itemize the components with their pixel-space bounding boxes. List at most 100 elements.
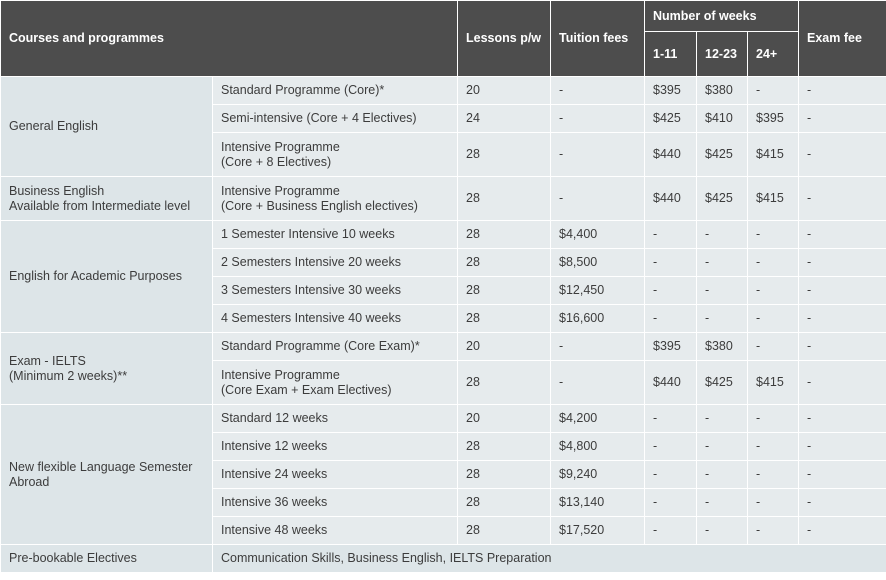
weeks-1-cell: -: [644, 488, 698, 517]
programme-cell: Intensive 48 weeks: [211, 516, 459, 545]
programme-cell: Intensive Programme (Core + Business Engl…: [211, 176, 459, 221]
weeks-1-cell: -: [644, 276, 698, 305]
course-group-name: New flexible Language Semester Abroad: [0, 404, 213, 545]
header-lessons: Lessons p/w: [457, 0, 552, 77]
weeks-1-cell: $440: [644, 360, 698, 405]
tuition-cell: $17,520: [550, 516, 646, 545]
lessons-cell: 28: [457, 176, 552, 221]
weeks-3-cell: -: [747, 516, 800, 545]
weeks-1-cell: $425: [644, 104, 698, 133]
table-row: Exam - IELTS (Minimum 2 weeks)** Standard …: [0, 332, 886, 405]
header-courses: Courses and programmes: [0, 0, 459, 77]
programme-cell: Intensive Programme (Core Exam + Exam Ele…: [211, 360, 459, 405]
weeks-2-cell: -: [696, 460, 749, 489]
tuition-cell: -: [550, 76, 646, 105]
exam-fee-cell: -: [798, 220, 886, 249]
weeks-3-cell: -: [747, 332, 800, 361]
tuition-cell: $16,600: [550, 304, 646, 333]
weeks-1-cell: -: [644, 220, 698, 249]
tuition-cell: $4,400: [550, 220, 646, 249]
table-row: Intensive 48 weeks 28 $17,520- - - -: [1, 516, 886, 545]
weeks-2-cell: $410: [696, 104, 749, 133]
exam-fee-cell: -: [798, 404, 886, 433]
header-weeks-1: 1-11: [644, 31, 698, 77]
weeks-2-cell: -: [696, 432, 749, 461]
programme-cell: Semi-intensive (Core + 4 Electives): [211, 104, 459, 133]
programme-cell: Standard Programme (Core)*: [211, 76, 459, 105]
programme-cell: 4 Semesters Intensive 40 weeks: [211, 304, 459, 333]
table-row: General English Standard Programme (Core)…: [0, 76, 886, 177]
exam-fee-cell: -: [798, 332, 886, 361]
weeks-1-cell: -: [644, 248, 698, 277]
table-row: Intensive Programme (Core Exam + Exam Ele…: [1, 360, 886, 405]
programme-cell: 3 Semesters Intensive 30 weeks: [211, 276, 459, 305]
header-exam-fee: Exam fee: [798, 0, 886, 77]
tuition-cell: $4,800: [550, 432, 646, 461]
lessons-cell: 28: [457, 220, 552, 249]
header-weeks-3: 24+: [747, 31, 800, 77]
exam-fee-cell: -: [798, 516, 886, 545]
weeks-2-cell: -: [696, 404, 749, 433]
course-group-name: Exam - IELTS (Minimum 2 weeks)**: [0, 332, 213, 405]
weeks-2-cell: $425: [696, 176, 749, 221]
weeks-2-cell: -: [696, 220, 749, 249]
table-header: Courses and programmes Lessons p/w Tuiti…: [0, 0, 886, 77]
table-row: 3 Semesters Intensive 30 weeks 28 $12,450-…: [1, 276, 886, 305]
exam-fee-cell: -: [798, 488, 886, 517]
table-row: Intensive Programme (Core + 8 Electives) 2…: [1, 132, 886, 177]
programme-cell: 1 Semester Intensive 10 weeks: [211, 220, 459, 249]
exam-fee-cell: -: [798, 432, 886, 461]
weeks-2-cell: -: [696, 276, 749, 305]
weeks-1-cell: -: [644, 516, 698, 545]
tuition-cell: $4,200: [550, 404, 646, 433]
exam-fee-cell: -: [798, 248, 886, 277]
weeks-2-cell: $380: [696, 76, 749, 105]
weeks-1-cell: $395: [644, 332, 698, 361]
lessons-cell: 28: [457, 432, 552, 461]
lessons-cell: 28: [457, 488, 552, 517]
weeks-3-cell: $415: [747, 176, 800, 221]
lessons-cell: 20: [457, 76, 552, 105]
lessons-cell: 28: [457, 304, 552, 333]
weeks-3-cell: -: [747, 76, 800, 105]
lessons-cell: 28: [457, 360, 552, 405]
tuition-cell: $8,500: [550, 248, 646, 277]
lessons-cell: 28: [457, 276, 552, 305]
exam-fee-cell: -: [798, 460, 886, 489]
weeks-3-cell: -: [747, 304, 800, 333]
exam-fee-cell: -: [798, 76, 886, 105]
header-tuition: Tuition fees: [550, 0, 646, 77]
course-group-name: Business English Available from Intermedi…: [0, 176, 213, 221]
exam-fee-cell: -: [798, 360, 886, 405]
weeks-2-cell: $425: [696, 360, 749, 405]
table-row: English for Academic Purposes 1 Semester …: [0, 220, 886, 333]
weeks-1-cell: $440: [644, 176, 698, 221]
tuition-cell: $12,450: [550, 276, 646, 305]
weeks-2-cell: -: [696, 304, 749, 333]
header-weeks-2: 12-23: [696, 31, 749, 77]
lessons-cell: 24: [457, 104, 552, 133]
table-row: 4 Semesters Intensive 40 weeks 28 $16,600 -…: [1, 304, 886, 333]
weeks-3-cell: -: [747, 276, 800, 305]
table-body: General English Standard Programme (Core)…: [0, 76, 886, 573]
header-weeks-group: Number of weeks: [644, 0, 800, 32]
exam-fee-cell: -: [798, 132, 886, 177]
weeks-1-cell: -: [644, 460, 698, 489]
weeks-3-cell: -: [747, 432, 800, 461]
table-row: 2 Semesters Intensive 20 weeks 28 $8,500- -…: [1, 248, 886, 277]
weeks-3-cell: -: [747, 248, 800, 277]
table-row: Intensive 36 weeks 28 $13,140- - - -: [1, 488, 886, 517]
course-group-name: English for Academic Purposes: [0, 220, 213, 333]
lessons-cell: 28: [457, 516, 552, 545]
lessons-cell: 20: [457, 332, 552, 361]
weeks-3-cell: -: [747, 404, 800, 433]
weeks-3-cell: $415: [747, 360, 800, 405]
table-row: Intensive 12 weeks 28 $4,800- - - -: [1, 432, 886, 461]
weeks-2-cell: -: [696, 248, 749, 277]
exam-fee-cell: -: [798, 104, 886, 133]
lessons-cell: 28: [457, 132, 552, 177]
table-row: Business English Available from Intermedi…: [0, 176, 886, 221]
programme-cell: Intensive Programme (Core + 8 Electives): [211, 132, 459, 177]
weeks-3-cell: $415: [747, 132, 800, 177]
